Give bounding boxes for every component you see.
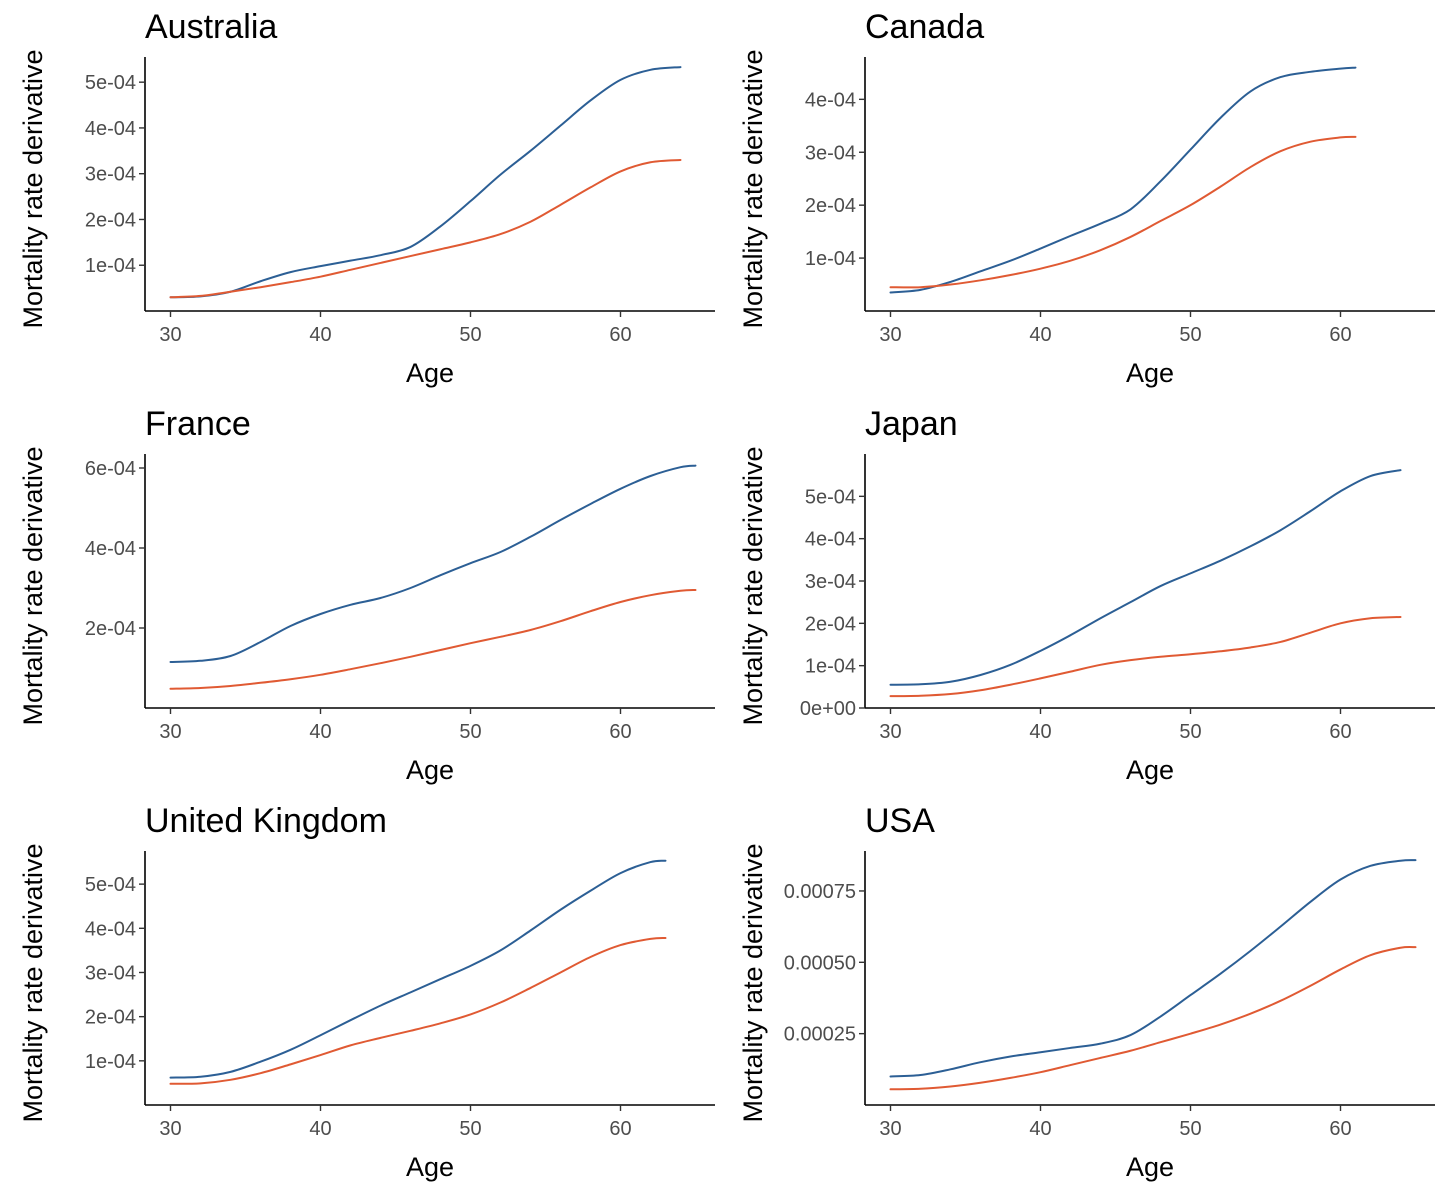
x-tick-label: 60 — [1329, 324, 1351, 346]
chart-title: Australia — [145, 8, 277, 46]
x-tick-label: 60 — [609, 324, 631, 346]
x-tick-label: 40 — [309, 1118, 331, 1140]
x-tick-label: 50 — [1179, 721, 1201, 743]
y-tick-label: 0.00025 — [784, 1024, 856, 1046]
chart-title: France — [145, 405, 251, 443]
x-tick-label: 30 — [159, 721, 181, 743]
x-tick-label: 60 — [609, 721, 631, 743]
chart-svg: Japan 30 40 50 60 0e+00 1e-04 2e-04 3e-04 4e-04 5e… — [738, 405, 1435, 785]
y-axis-title: Mortality rate derivative — [18, 843, 48, 1122]
x-tick-label: 40 — [309, 324, 331, 346]
chart-svg: Australia 30 40 50 60 1e-04 2e-04 3e-04 4e-04 5e-… — [18, 8, 715, 388]
x-tick-label: 60 — [1329, 721, 1351, 743]
chart-title: United Kingdom — [145, 802, 387, 840]
x-axis-title: Age — [406, 755, 454, 785]
y-tick-label: 4e-04 — [85, 538, 136, 560]
y-tick-label: 5e-04 — [805, 486, 856, 508]
y-axis-title: Mortality rate derivative — [738, 843, 768, 1122]
y-tick-label: 2e-04 — [85, 1007, 136, 1029]
y-tick-label: 5e-04 — [85, 874, 136, 896]
chart-title: USA — [865, 802, 935, 840]
y-tick-label: 1e-04 — [805, 248, 856, 270]
x-tick-label: 50 — [459, 721, 481, 743]
series-line-orange — [889, 946, 1417, 1091]
series-line-orange — [889, 615, 1402, 698]
y-tick-label: 4e-04 — [805, 529, 856, 551]
y-axis-title: Mortality rate derivative — [18, 446, 48, 725]
y-tick-label: 1e-04 — [85, 1051, 136, 1073]
chart-panel-canada: Canada 30 40 50 60 1e-04 2e-04 3e-04 4e-04 Age Mor… — [720, 0, 1440, 397]
chart-panel-japan: Japan 30 40 50 60 0e+00 1e-04 2e-04 3e-04 4e-04 5e… — [720, 397, 1440, 794]
chart-panel-australia: Australia 30 40 50 60 1e-04 2e-04 3e-04 4e-04 5e-… — [0, 0, 720, 397]
chart-panel-france: France 30 40 50 60 2e-04 4e-04 6e-04 Age Mortalit… — [0, 397, 720, 794]
chart-title: Japan — [865, 405, 958, 443]
y-tick-label: 2e-04 — [805, 195, 856, 217]
x-axis-title: Age — [406, 358, 454, 388]
y-tick-label: 2e-04 — [85, 209, 136, 231]
x-tick-label: 30 — [879, 721, 901, 743]
x-tick-label: 40 — [309, 721, 331, 743]
x-axis-title: Age — [1126, 1152, 1174, 1182]
x-tick-label: 30 — [879, 324, 901, 346]
y-tick-label: 0.00050 — [784, 952, 856, 974]
series-line-orange — [169, 589, 697, 690]
x-tick-label: 50 — [1179, 1118, 1201, 1140]
series-line-blue — [169, 464, 697, 663]
chart-svg: France 30 40 50 60 2e-04 4e-04 6e-04 Age Mortalit… — [18, 405, 715, 785]
y-tick-label: 4e-04 — [85, 118, 136, 140]
chart-svg: USA 30 40 50 60 0.00025 0.00050 0.00075 Age Morta… — [738, 802, 1435, 1182]
y-tick-label: 4e-04 — [805, 89, 856, 111]
y-tick-label: 1e-04 — [85, 255, 136, 277]
x-axis-title: Age — [1126, 358, 1174, 388]
y-axis-title: Mortality rate derivative — [18, 49, 48, 328]
series-line-orange — [889, 135, 1357, 289]
series-line-blue — [889, 66, 1357, 294]
x-tick-label: 40 — [1029, 1118, 1051, 1140]
x-tick-label: 60 — [1329, 1118, 1351, 1140]
chart-svg: United Kingdom 30 40 50 60 1e-04 2e-04 3e-04 4e-… — [18, 802, 715, 1182]
y-tick-label: 0.00075 — [784, 881, 856, 903]
y-tick-label: 6e-04 — [85, 458, 136, 480]
y-axis-title: Mortality rate derivative — [738, 49, 768, 328]
x-tick-label: 40 — [1029, 324, 1051, 346]
x-axis-title: Age — [406, 1152, 454, 1182]
y-tick-label: 0e+00 — [800, 698, 856, 720]
chart-title: Canada — [865, 8, 984, 46]
series-line-blue — [889, 469, 1402, 686]
series-line-orange — [169, 937, 667, 1085]
x-tick-label: 30 — [159, 1118, 181, 1140]
series-line-blue — [889, 859, 1417, 1078]
series-line-orange — [169, 158, 682, 299]
chart-panel-usa: USA 30 40 50 60 0.00025 0.00050 0.00075 Age Morta… — [720, 794, 1440, 1191]
x-axis-title: Age — [1126, 755, 1174, 785]
y-axis-title: Mortality rate derivative — [738, 446, 768, 725]
x-tick-label: 30 — [879, 1118, 901, 1140]
x-tick-label: 40 — [1029, 721, 1051, 743]
y-tick-label: 4e-04 — [85, 918, 136, 940]
series-line-blue — [169, 859, 667, 1079]
x-tick-label: 30 — [159, 324, 181, 346]
x-tick-label: 50 — [459, 1118, 481, 1140]
series-line-blue — [169, 66, 682, 299]
x-tick-label: 50 — [459, 324, 481, 346]
y-tick-label: 2e-04 — [85, 618, 136, 640]
y-tick-label: 1e-04 — [805, 656, 856, 678]
x-tick-label: 50 — [1179, 324, 1201, 346]
x-tick-label: 60 — [609, 1118, 631, 1140]
y-tick-label: 5e-04 — [85, 72, 136, 94]
y-tick-label: 3e-04 — [85, 164, 136, 186]
y-tick-label: 2e-04 — [805, 613, 856, 635]
chart-svg: Canada 30 40 50 60 1e-04 2e-04 3e-04 4e-04 Age Mor… — [738, 8, 1435, 388]
y-tick-label: 3e-04 — [85, 962, 136, 984]
chart-panel-united-kingdom: United Kingdom 30 40 50 60 1e-04 2e-04 3e-04 4e-… — [0, 794, 720, 1191]
y-tick-label: 3e-04 — [805, 571, 856, 593]
y-tick-label: 3e-04 — [805, 142, 856, 164]
